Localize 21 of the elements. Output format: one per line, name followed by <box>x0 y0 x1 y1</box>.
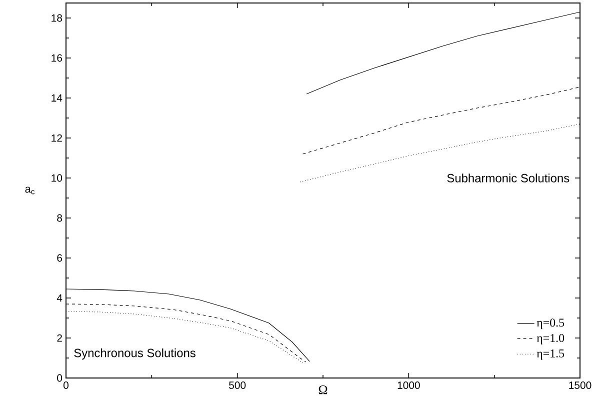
y-tick-label: 10 <box>52 174 62 182</box>
y-tick-label: 6 <box>57 254 62 262</box>
y-tick-label: 8 <box>57 214 62 222</box>
x-tick-label: 0 <box>64 382 68 389</box>
x-tick-label: 1500 <box>569 382 592 389</box>
y-tick-label: 18 <box>52 14 62 22</box>
y-tick-label: 0 <box>57 374 62 382</box>
x-axis-title: Ω <box>318 386 328 394</box>
annotation: Subharmonic Solutions <box>447 174 570 182</box>
legend-label: η=1.5 <box>536 349 564 360</box>
legend-label: η=0.5 <box>536 318 564 330</box>
x-tick-label: 1000 <box>398 382 420 389</box>
y-tick-label: 4 <box>56 294 62 302</box>
y-axis-title: a$_{c}$ <box>25 186 35 194</box>
y-tick-label: 12 <box>52 134 62 142</box>
y-tick-label: 16 <box>52 54 62 62</box>
y-tick-label: 2 <box>57 334 62 342</box>
x-tick-label: 500 <box>229 382 246 389</box>
annotation: Synchronous Solutions <box>74 348 196 360</box>
y-tick-label: 14 <box>52 94 62 102</box>
legend-label: η=1.0 <box>536 334 564 344</box>
